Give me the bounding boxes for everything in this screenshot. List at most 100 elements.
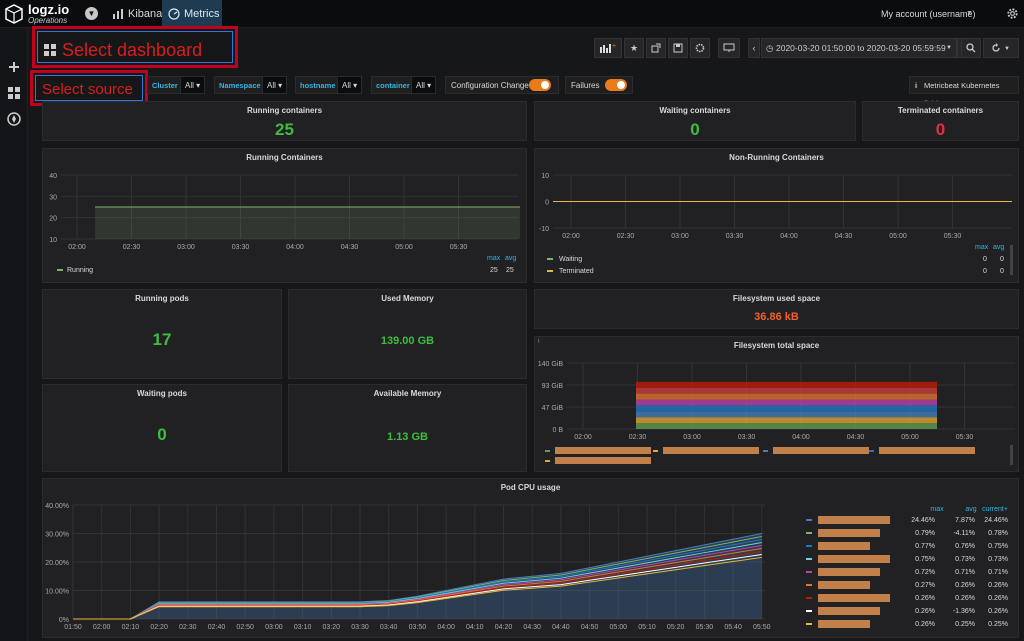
waiting-pods-panel[interactable]: Waiting pods 0	[42, 384, 282, 472]
running-containers-graph-panel[interactable]: Running Containers 40 30 20 10 02:00 02:30 03:…	[42, 148, 527, 283]
legend-avg-value: 7.87%	[955, 517, 975, 524]
gear-icon[interactable]	[1006, 7, 1019, 20]
waiting-containers-panel[interactable]: Waiting containers 0	[534, 101, 856, 141]
star-button[interactable]: ★	[624, 38, 644, 58]
logo-text: logz.io	[28, 2, 70, 17]
time-back-button[interactable]: ‹	[748, 38, 760, 58]
explore-compass-icon[interactable]	[7, 112, 21, 126]
time-range-label: 2020-03-20 01:50:00 to 2020-03-20 05:59:…	[776, 43, 946, 53]
toggle-failures[interactable]	[605, 79, 627, 91]
product-switcher-chevron-icon[interactable]: ▼	[85, 7, 98, 20]
used-memory-panel[interactable]: Used Memory 139.00 GB	[288, 289, 527, 379]
tv-mode-button[interactable]	[718, 38, 740, 58]
legend-series-name	[555, 447, 651, 454]
legend-max-value: 0.75%	[915, 556, 935, 563]
legend-max-value: 0.72%	[915, 569, 935, 576]
variable-container-label: container	[371, 76, 415, 94]
y-tick-label: 40.00%	[45, 503, 69, 510]
caret-down-icon[interactable]: ▼	[966, 10, 973, 17]
cpu-series-line	[73, 536, 762, 620]
metricbeat-fields-link[interactable]: i Metricbeat Kubernetes fields	[909, 76, 1019, 108]
variable-container-select[interactable]: All ▾	[411, 76, 437, 94]
logo-cube-icon	[5, 4, 23, 24]
filesystem-total-panel[interactable]: Filesystem total space i 140 GiB 93 GiB 47…	[534, 336, 1019, 472]
legend-scrollbar	[1010, 445, 1013, 465]
legend-series-name	[818, 529, 880, 537]
x-tick-label: 04:30	[835, 233, 853, 240]
toggle-configuration-change[interactable]	[529, 79, 551, 91]
zoom-out-button[interactable]	[961, 38, 981, 58]
variable-cluster-select[interactable]: All ▾	[180, 76, 206, 94]
legend-max-value: 0.26%	[915, 608, 935, 615]
x-tick-label: 04:40	[552, 624, 570, 631]
legend-max-value: 0.27%	[915, 582, 935, 589]
select-source-frame: Select source	[35, 75, 143, 101]
stat-value: 0	[935, 120, 946, 139]
stat-value: 25	[275, 120, 294, 139]
x-tick-label: 05:20	[667, 624, 685, 631]
panel-title: Terminated containers	[897, 106, 984, 115]
monitor-icon	[723, 43, 735, 52]
add-panel-button[interactable]: +	[594, 38, 622, 58]
select-dashboard-button[interactable]: Select dashboard	[32, 26, 238, 68]
stack-band	[636, 399, 937, 406]
legend-swatch	[806, 571, 812, 573]
available-memory-panel[interactable]: Available Memory 1.13 GB	[288, 384, 527, 472]
cpu-series-line	[73, 550, 762, 620]
legend-series-name: Waiting	[559, 256, 582, 263]
pod-cpu-usage-panel[interactable]: Pod CPU usage 40.00% 30.00% 20.00% 10.00% 0%…	[42, 478, 1019, 638]
variable-hostname-select[interactable]: All ▾	[337, 76, 363, 94]
select-source-label: Select source	[42, 81, 133, 98]
dashboards-grid-icon[interactable]	[7, 86, 21, 100]
star-icon: ★	[629, 43, 639, 53]
share-button[interactable]	[646, 38, 666, 58]
x-tick-label: 03:30	[351, 624, 369, 631]
filesystem-used-panel[interactable]: Filesystem used space 36.86 kB	[534, 289, 1019, 329]
logo-subtitle: Operations	[28, 16, 68, 25]
panel-title: Non-Running Containers	[729, 153, 824, 162]
pod-cpu-usage-chart: 40.00% 30.00% 20.00% 10.00% 0%01:50 02:00 02:1…	[45, 503, 1008, 631]
legend-series-name: Terminated	[559, 268, 594, 275]
x-tick-label: 03:30	[726, 233, 744, 240]
legend-swatch	[545, 460, 550, 462]
legend-swatch	[806, 597, 812, 599]
variable-namespace-select[interactable]: All ▾	[262, 76, 288, 94]
cpu-series-line	[73, 538, 762, 620]
account-menu[interactable]: My account (username)	[881, 9, 976, 19]
legend-avg-value: 0.76%	[955, 543, 975, 550]
cpu-series-line	[73, 547, 762, 620]
running-containers-panel[interactable]: Running containers 25	[42, 101, 527, 141]
tab-metrics[interactable]: Metrics	[162, 0, 222, 28]
legend-avg-value: 0.71%	[955, 569, 975, 576]
x-tick-label: 02:00	[574, 434, 592, 441]
stack-band	[636, 417, 937, 424]
settings-button[interactable]	[690, 38, 710, 58]
refresh-button[interactable]: ▼	[983, 38, 1019, 58]
time-range-picker[interactable]: ◷ 2020-03-20 01:50:00 to 2020-03-20 05:5…	[761, 38, 957, 58]
x-tick-label: 02:00	[562, 233, 580, 240]
legend-series-name	[879, 447, 975, 454]
tab-kibana[interactable]: Kibana	[106, 0, 162, 28]
search-icon	[966, 43, 976, 53]
legend-series-name	[555, 457, 651, 464]
plus-icon[interactable]	[7, 60, 21, 74]
legend-current-value: 0.75%	[988, 543, 1008, 550]
y-tick-label: 10	[49, 237, 57, 244]
variable-cluster-value: All	[185, 81, 194, 90]
x-tick-label: 04:30	[847, 434, 865, 441]
x-tick-label: 04:10	[466, 624, 484, 631]
non-running-containers-graph-panel[interactable]: Non-Running Containers 10 0 -10 02:00 02:30 0…	[534, 148, 1019, 283]
legend-avg-value: 0.73%	[955, 556, 975, 563]
panel-title: Waiting pods	[137, 389, 187, 398]
variable-hostname-value: All	[342, 81, 351, 90]
x-tick-label: 02:30	[629, 434, 647, 441]
logo[interactable]: logz.io Operations	[4, 2, 84, 26]
save-button[interactable]	[668, 38, 688, 58]
legend-current-value: 0.71%	[988, 569, 1008, 576]
y-tick-label: 0 B	[552, 427, 563, 434]
stat-value: 0	[690, 120, 700, 139]
panel-title: Available Memory	[373, 389, 442, 398]
variable-namespace-label: Namespace	[214, 76, 266, 94]
terminated-containers-panel[interactable]: Terminated containers 0	[862, 101, 1019, 141]
running-pods-panel[interactable]: Running pods 17	[42, 289, 282, 379]
